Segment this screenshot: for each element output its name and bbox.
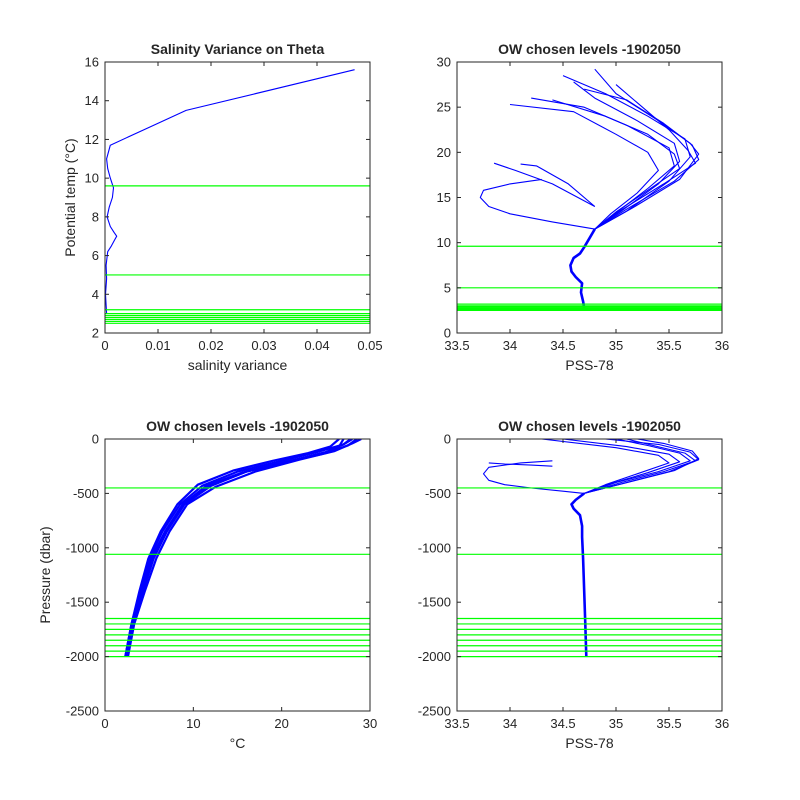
series-line-11 xyxy=(520,163,596,207)
x-tick-label: 30 xyxy=(363,716,377,731)
plot-area xyxy=(105,439,370,658)
y-tick-label: 5 xyxy=(444,280,451,295)
y-tick-label: -500 xyxy=(425,486,451,501)
x-tick-label: 35.5 xyxy=(656,716,681,731)
series-line-5 xyxy=(562,439,681,494)
subplot-2: 33.5 34 34.5 35 35.5 36 0 5 10 15 20 25 30 OW chosen … xyxy=(437,41,730,373)
x-tick-label: 10 xyxy=(186,716,200,731)
x-tick-label: 35.5 xyxy=(656,338,681,353)
axes-box xyxy=(104,61,371,334)
plot-area xyxy=(457,68,722,312)
axes-box xyxy=(104,438,371,712)
x-tick-label: 0 xyxy=(101,716,108,731)
subplot-1: 0 0.01 0.02 0.03 0.04 0.05 2 4 6 8 10 12 14 16 Salinit… xyxy=(62,41,383,373)
y-tick-label: -2500 xyxy=(66,704,99,719)
y-tick-label: -1500 xyxy=(66,595,99,610)
series-line-8 xyxy=(594,84,697,230)
y-tick-label: 14 xyxy=(85,93,99,108)
series-line-9 xyxy=(552,99,681,230)
x-axis-label: °C xyxy=(230,735,246,751)
y-tick-label: -1500 xyxy=(418,595,451,610)
y-tick-label: 0 xyxy=(92,432,99,447)
series-line-5 xyxy=(124,439,340,657)
plot-title: OW chosen levels -1902050 xyxy=(498,41,681,57)
plot-title: Salinity Variance on Theta xyxy=(151,41,325,57)
x-tick-label: 36 xyxy=(715,716,729,731)
y-tick-label: 12 xyxy=(85,132,99,147)
y-axis-label: Pressure (dbar) xyxy=(37,526,53,623)
series-line-6 xyxy=(584,439,697,494)
x-tick-label: 0.03 xyxy=(251,338,276,353)
y-tick-label: 25 xyxy=(437,100,451,115)
x-tick-label: 0.05 xyxy=(357,338,382,353)
plot-area xyxy=(105,69,370,324)
y-tick-label: 16 xyxy=(85,55,99,70)
axes-box xyxy=(456,438,723,712)
y-axis-label: Potential temp (°C) xyxy=(62,138,78,256)
y-tick-label: 15 xyxy=(437,190,451,205)
series-line-7 xyxy=(541,439,670,494)
y-tick-label: 0 xyxy=(444,326,451,341)
y-tick-label: 8 xyxy=(92,209,99,224)
series-line-1 xyxy=(105,69,355,314)
series-line-2 xyxy=(479,178,595,230)
series-line-12 xyxy=(493,162,596,207)
x-tick-label: 35 xyxy=(609,338,623,353)
y-tick-label: 4 xyxy=(92,287,99,302)
series-line-8 xyxy=(584,439,700,494)
x-tick-label: 0.01 xyxy=(145,338,170,353)
series-line-9 xyxy=(488,462,553,467)
x-axis-label: PSS-78 xyxy=(565,357,613,373)
x-tick-label: 0 xyxy=(101,338,108,353)
x-tick-label: 36 xyxy=(715,338,729,353)
x-tick-label: 20 xyxy=(274,716,288,731)
y-tick-label: 10 xyxy=(85,171,99,186)
x-tick-label: 0.04 xyxy=(304,338,329,353)
x-tick-label: 35 xyxy=(609,716,623,731)
x-axis-label: PSS-78 xyxy=(565,735,613,751)
y-tick-label: -2000 xyxy=(418,649,451,664)
x-tick-label: 33.5 xyxy=(444,338,469,353)
y-tick-label: 6 xyxy=(92,248,99,263)
y-tick-label: 10 xyxy=(437,235,451,250)
x-tick-label: 34.5 xyxy=(550,338,575,353)
y-tick-label: -2000 xyxy=(66,649,99,664)
series-line-4 xyxy=(126,439,362,657)
y-tick-label: 0 xyxy=(444,432,451,447)
x-tick-label: 34 xyxy=(503,338,517,353)
x-axis-label: salinity variance xyxy=(188,357,288,373)
series-line-7 xyxy=(509,103,659,230)
y-tick-label: 20 xyxy=(437,145,451,160)
subplot-3: 0 10 20 30 -2500 -2000 -1500 -1000 -500 0 OW chose… xyxy=(37,418,377,751)
x-tick-label: 34.5 xyxy=(550,716,575,731)
y-tick-label: -2500 xyxy=(418,704,451,719)
y-tick-label: -500 xyxy=(73,486,99,501)
y-tick-label: 30 xyxy=(437,55,451,70)
series-line-1 xyxy=(570,492,588,657)
series-line-6 xyxy=(126,439,352,657)
subplot-4: 33.5 34 34.5 35 35.5 36 -2500 -2000 -1500 -1000 -5… xyxy=(418,418,729,751)
plot-area xyxy=(457,439,722,658)
x-tick-label: 34 xyxy=(503,716,517,731)
series-line-10 xyxy=(584,88,700,230)
y-tick-label: 2 xyxy=(92,326,99,341)
series-line-4 xyxy=(562,75,691,230)
plot-title: OW chosen levels -1902050 xyxy=(146,418,329,434)
x-tick-label: 33.5 xyxy=(444,716,469,731)
x-tick-label: 0.02 xyxy=(198,338,223,353)
y-tick-label: -1000 xyxy=(418,540,451,555)
y-tick-label: -1000 xyxy=(66,540,99,555)
plot-title: OW chosen levels -1902050 xyxy=(498,418,681,434)
